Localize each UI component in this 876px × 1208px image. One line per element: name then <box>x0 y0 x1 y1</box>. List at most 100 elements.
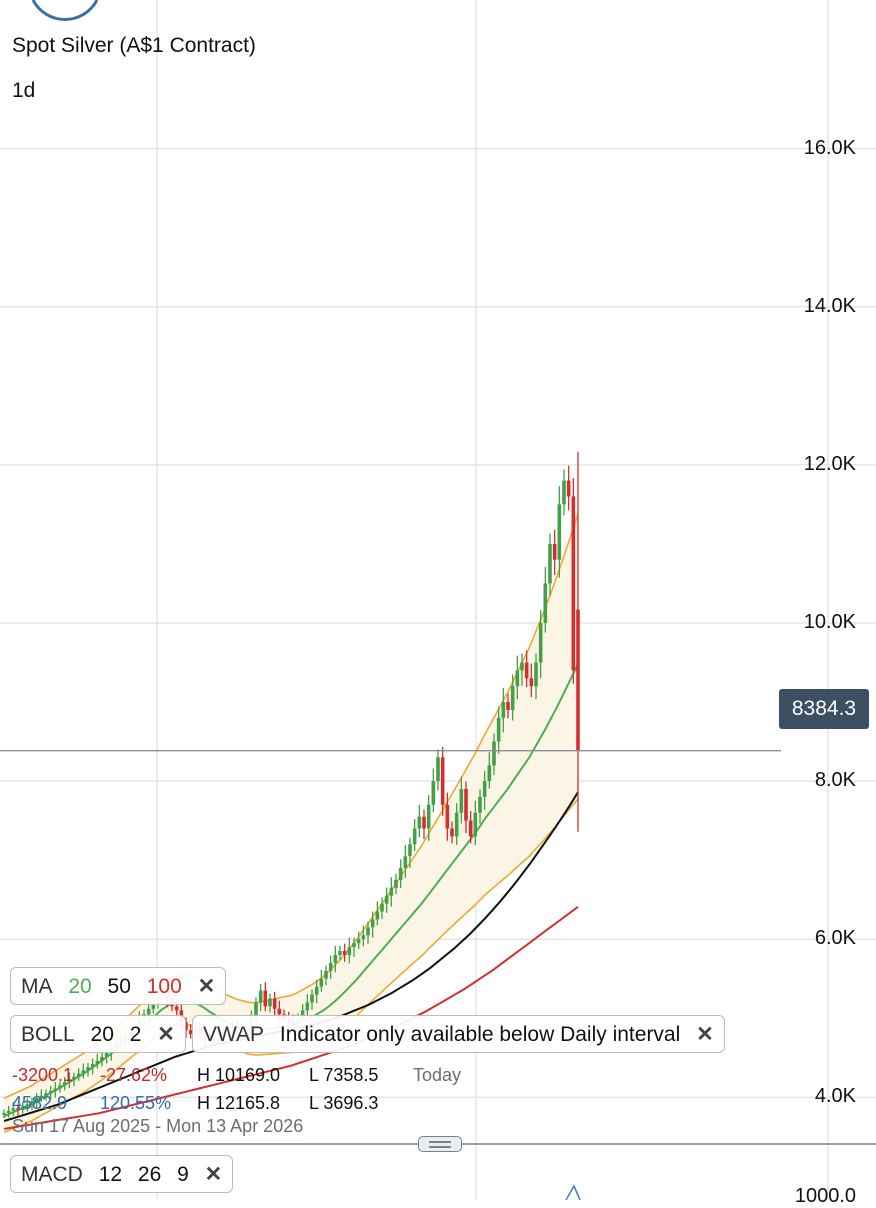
boll-label: BOLL <box>21 1023 75 1046</box>
candle-body <box>314 986 319 995</box>
candle-body <box>53 1088 58 1091</box>
candle-body <box>11 1108 16 1111</box>
candle <box>571 478 576 684</box>
candle-body <box>403 856 408 869</box>
ma-legend-chip[interactable]: MA 20 50 100 ✕ <box>10 967 227 1005</box>
candle-body <box>76 1073 81 1077</box>
candle-body <box>6 1110 11 1114</box>
candle-body <box>468 820 473 837</box>
candle <box>34 1093 39 1108</box>
candle-body <box>538 622 543 663</box>
candle <box>482 770 487 810</box>
candle-body <box>426 804 431 829</box>
candle-body <box>95 1060 100 1065</box>
ma100-line <box>3 905 579 1130</box>
y-tick-label: 10.0K <box>803 610 856 633</box>
range-change: 4582.9 <box>12 1093 68 1113</box>
candle-body <box>333 955 338 963</box>
today-high: H 10169.0 <box>197 1065 281 1085</box>
ma-label: MA <box>21 975 53 998</box>
candle <box>384 887 389 913</box>
candle-body <box>529 678 534 687</box>
candle-body <box>81 1070 86 1074</box>
candle-body <box>515 670 520 687</box>
candle <box>538 610 543 679</box>
candle-body <box>552 543 557 560</box>
candle-body <box>557 504 562 560</box>
candle <box>468 811 473 844</box>
candle-body <box>319 978 324 987</box>
candle-body <box>277 1008 282 1015</box>
candle <box>501 687 506 733</box>
boll-legend-chip[interactable]: BOLL 20 2 ✕ <box>10 1015 186 1053</box>
candle-body <box>482 781 487 797</box>
candle-body <box>534 662 538 687</box>
candle-body <box>356 939 361 944</box>
candle-body <box>543 583 548 623</box>
candle-body <box>566 480 571 497</box>
candle-body <box>450 828 454 837</box>
candle-body <box>300 1010 305 1019</box>
candle <box>478 789 482 824</box>
candle-body <box>305 1002 310 1011</box>
close-vwap-icon[interactable]: ✕ <box>696 1023 714 1046</box>
candle <box>426 795 431 841</box>
macd-label: MACD <box>21 1163 83 1186</box>
candle-body <box>398 868 403 880</box>
candle <box>524 650 529 688</box>
candle <box>81 1063 86 1079</box>
macd-signal: 9 <box>177 1163 189 1186</box>
macd-legend-chip[interactable]: MACD 12 26 9 ✕ <box>10 1155 234 1193</box>
candle <box>338 945 342 961</box>
candle <box>366 921 370 944</box>
candle-body <box>328 962 333 971</box>
candle <box>487 752 492 789</box>
macd-slow: 26 <box>137 1163 162 1186</box>
candle <box>520 653 524 687</box>
candle <box>464 781 468 834</box>
candle-body <box>34 1098 39 1102</box>
candle <box>394 873 398 895</box>
candle <box>305 994 310 1017</box>
candle <box>314 979 319 1004</box>
logo-circle-icon <box>31 0 99 22</box>
candle-body <box>2 1113 6 1115</box>
candle <box>403 845 408 878</box>
candle <box>263 982 268 1012</box>
candle-body <box>258 990 263 1003</box>
candle-body <box>510 686 515 710</box>
candle <box>534 653 538 700</box>
vwap-legend-chip[interactable]: VWAP Indicator only available below Dail… <box>192 1015 725 1053</box>
pane-resize-handle[interactable] <box>418 1136 462 1152</box>
candle-body <box>151 1002 156 1009</box>
close-ma-icon[interactable]: ✕ <box>197 975 216 998</box>
candle-body <box>174 1006 179 1011</box>
today-change: -3200.1 <box>12 1065 74 1085</box>
interval-label[interactable]: 1d <box>12 79 36 102</box>
close-boll-icon[interactable]: ✕ <box>157 1023 175 1046</box>
candle <box>496 706 501 754</box>
candle <box>459 776 464 824</box>
candle <box>412 819 417 852</box>
candle <box>333 945 338 973</box>
range-change-pct: 120.55% <box>100 1093 172 1113</box>
candle <box>347 937 352 964</box>
candle <box>268 993 272 1013</box>
macd-fast: 12 <box>98 1163 123 1186</box>
candle <box>436 749 440 791</box>
candle <box>380 897 384 920</box>
candle <box>440 746 445 816</box>
candle-body <box>548 543 552 584</box>
candle-body <box>520 662 524 671</box>
candle <box>25 1098 30 1112</box>
candle <box>324 965 328 986</box>
candle <box>67 1072 72 1089</box>
close-macd-icon[interactable]: ✕ <box>204 1163 223 1186</box>
candle-body <box>90 1064 95 1068</box>
ma-period-50: 50 <box>107 975 131 998</box>
candle-body <box>431 781 436 805</box>
candle <box>510 674 515 721</box>
candle <box>431 768 436 813</box>
candle-body <box>48 1090 53 1094</box>
